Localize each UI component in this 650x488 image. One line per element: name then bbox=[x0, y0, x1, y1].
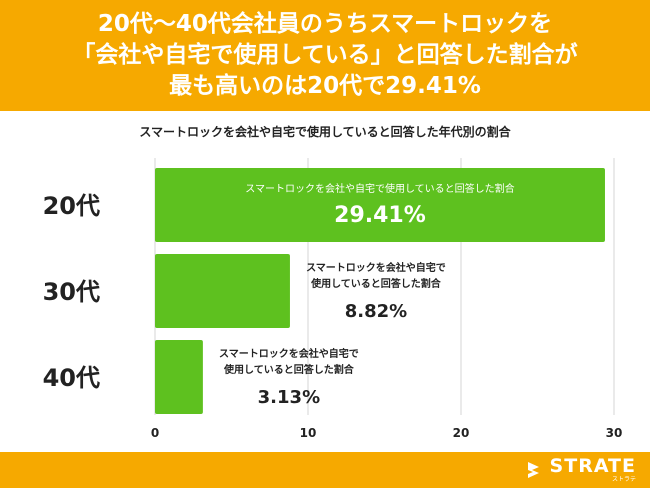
bar-annotation: スマートロックを会社や自宅で使用していると回答した割合 bbox=[245, 182, 514, 195]
bar-annotation: 使用していると回答した割合 bbox=[310, 277, 442, 290]
headline-line-3: 最も高いのは20代で29.41% bbox=[169, 73, 481, 99]
strate-logo: STRATE ストラテ bbox=[522, 457, 636, 483]
chart-title: スマートロックを会社や自宅で使用していると回答した年代別の割合 bbox=[139, 125, 511, 139]
bar-chart: 0 10 20 3020代スマートロックを会社や自宅で使用していると回答した割合29.… bbox=[43, 158, 623, 440]
bar bbox=[155, 168, 605, 242]
strate-logo-icon bbox=[527, 462, 539, 478]
data-label: 8.82% bbox=[345, 301, 407, 322]
brand-subtitle: ストラテ bbox=[611, 476, 636, 483]
category-label: 40代 bbox=[43, 364, 100, 392]
footer-bar: STRATE ストラテ bbox=[0, 452, 650, 488]
headline-line-2: 「会社や自宅で使用している」と回答した割合が bbox=[72, 42, 578, 68]
brand-name: STRATE bbox=[549, 455, 636, 477]
category-label: 30代 bbox=[43, 278, 100, 306]
bar-annotation: 使用していると回答した割合 bbox=[223, 363, 355, 376]
data-label: 29.41% bbox=[334, 203, 426, 228]
x-tick-label: 20 bbox=[453, 426, 470, 440]
x-tick-label: 0 bbox=[151, 426, 159, 440]
x-tick-label: 10 bbox=[300, 426, 317, 440]
data-label: 3.13% bbox=[258, 387, 320, 408]
bar-annotation: スマートロックを会社や自宅で bbox=[219, 347, 359, 360]
headline-banner: 20代〜40代会社員のうちスマートロックを 「会社や自宅で使用している」と回答し… bbox=[0, 0, 650, 111]
category-label: 20代 bbox=[43, 192, 100, 220]
bar bbox=[155, 340, 203, 414]
bar-annotation: スマートロックを会社や自宅で bbox=[306, 261, 446, 274]
headline-line-1: 20代〜40代会社員のうちスマートロックを bbox=[97, 11, 553, 37]
bar bbox=[155, 254, 290, 328]
x-tick-label: 30 bbox=[606, 426, 623, 440]
